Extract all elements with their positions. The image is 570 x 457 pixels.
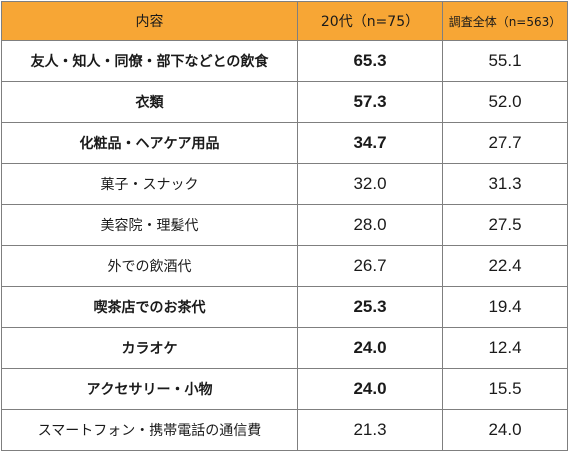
survey-table: 内容 20代（n=75） 調査全体（n=563） 友人・知人・同僚・部下などとの… <box>1 1 568 451</box>
row-value-20s: 34.7 <box>297 122 443 164</box>
row-value-20s: 26.7 <box>297 245 443 287</box>
table-row: 菓子・スナック 32.0 31.3 <box>1 163 568 205</box>
table-header: 内容 20代（n=75） 調査全体（n=563） <box>1 1 568 41</box>
row-value-overall: 55.1 <box>442 40 568 82</box>
row-label: 喫茶店でのお茶代 <box>1 286 298 328</box>
row-value-20s: 24.0 <box>297 327 443 369</box>
row-value-20s: 32.0 <box>297 163 443 205</box>
row-value-overall: 15.5 <box>442 368 568 410</box>
table-row: アクセサリー・小物 24.0 15.5 <box>1 368 568 410</box>
row-label: 菓子・スナック <box>1 163 298 205</box>
row-label: カラオケ <box>1 327 298 369</box>
header-content: 内容 <box>1 1 298 41</box>
row-value-overall: 31.3 <box>442 163 568 205</box>
row-value-overall: 12.4 <box>442 327 568 369</box>
table-row: 美容院・理髪代 28.0 27.5 <box>1 204 568 246</box>
row-value-overall: 22.4 <box>442 245 568 287</box>
row-value-20s: 21.3 <box>297 409 443 451</box>
table-body: 友人・知人・同僚・部下などとの飲食 65.3 55.1 衣類 57.3 52.0 化粧品・ヘ… <box>1 40 568 451</box>
row-value-20s: 24.0 <box>297 368 443 410</box>
row-label: 美容院・理髪代 <box>1 204 298 246</box>
table-row: 友人・知人・同僚・部下などとの飲食 65.3 55.1 <box>1 40 568 82</box>
row-value-20s: 57.3 <box>297 81 443 123</box>
row-value-overall: 52.0 <box>442 81 568 123</box>
header-20s: 20代（n=75） <box>297 1 443 41</box>
header-row: 内容 20代（n=75） 調査全体（n=563） <box>1 1 568 41</box>
row-label: アクセサリー・小物 <box>1 368 298 410</box>
row-label: 外での飲酒代 <box>1 245 298 287</box>
table-row: 喫茶店でのお茶代 25.3 19.4 <box>1 286 568 328</box>
table-row: スマートフォン・携帯電話の通信費 21.3 24.0 <box>1 409 568 451</box>
table-row: カラオケ 24.0 12.4 <box>1 327 568 369</box>
row-label: 衣類 <box>1 81 298 123</box>
row-value-overall: 27.5 <box>442 204 568 246</box>
table-row: 外での飲酒代 26.7 22.4 <box>1 245 568 287</box>
row-label: 友人・知人・同僚・部下などとの飲食 <box>1 40 298 82</box>
row-value-overall: 27.7 <box>442 122 568 164</box>
row-value-20s: 28.0 <box>297 204 443 246</box>
row-value-overall: 19.4 <box>442 286 568 328</box>
row-label: スマートフォン・携帯電話の通信費 <box>1 409 298 451</box>
table-row: 化粧品・ヘアケア用品 34.7 27.7 <box>1 122 568 164</box>
row-value-20s: 25.3 <box>297 286 443 328</box>
header-overall: 調査全体（n=563） <box>442 1 568 41</box>
row-value-20s: 65.3 <box>297 40 443 82</box>
table-row: 衣類 57.3 52.0 <box>1 81 568 123</box>
row-value-overall: 24.0 <box>442 409 568 451</box>
row-label: 化粧品・ヘアケア用品 <box>1 122 298 164</box>
